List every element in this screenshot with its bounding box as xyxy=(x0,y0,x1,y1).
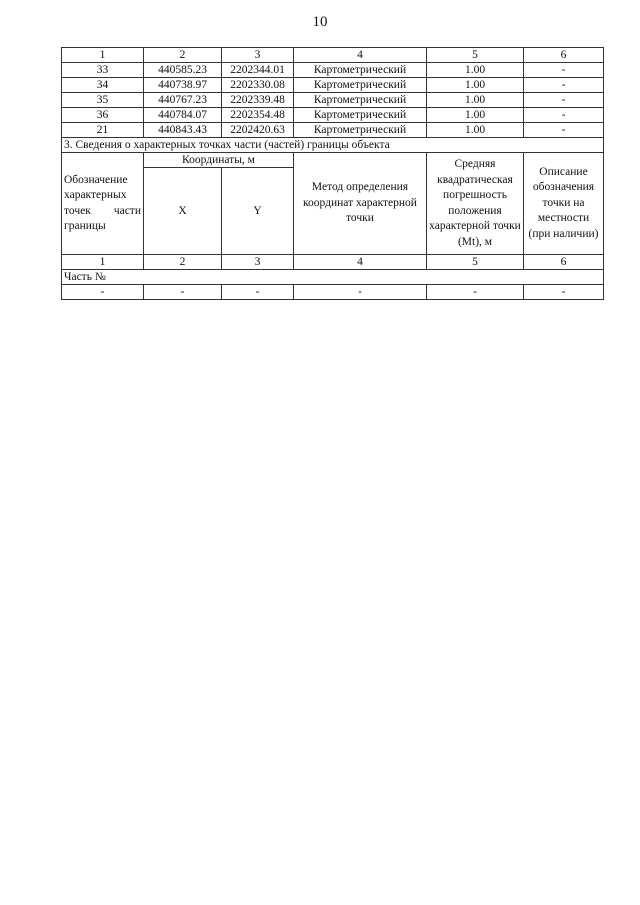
cell: 21 xyxy=(61,122,144,138)
cell: 2 xyxy=(143,47,222,63)
cell: 5 xyxy=(426,47,524,63)
header-x: X xyxy=(143,167,222,255)
cell: 440738.97 xyxy=(143,77,222,93)
cell: 2202339.48 xyxy=(221,92,294,108)
header-coordinates: Координаты, м xyxy=(143,152,294,168)
header-method: Метод определения координат характерной … xyxy=(293,152,427,255)
table-row: 36 440784.07 2202354.48 Картометрический 1.0… xyxy=(61,107,604,123)
cell: - xyxy=(523,62,604,78)
cell: 1.00 xyxy=(426,122,524,138)
header-description: Описание обозначения точки на местности … xyxy=(523,152,604,255)
cell: - xyxy=(61,284,144,300)
cell: 440585.23 xyxy=(143,62,222,78)
cell: 1.00 xyxy=(426,77,524,93)
column-number-row-2: 1 2 3 4 5 6 xyxy=(61,254,604,270)
cell: 440843.43 xyxy=(143,122,222,138)
header-error: Средняя квадратическая погрешность полож… xyxy=(426,152,524,255)
cell: 36 xyxy=(61,107,144,123)
cell: Картометрический xyxy=(293,92,427,108)
cell: 2202344.01 xyxy=(221,62,294,78)
page-number: 10 xyxy=(312,14,328,30)
header-row: Обозначение характерных точек части гран… xyxy=(61,152,604,255)
table-row: 21 440843.43 2202420.63 Картометрический 1.0… xyxy=(61,122,604,138)
cell: 6 xyxy=(523,254,604,270)
part-label: Часть № xyxy=(61,269,604,285)
cell: 1 xyxy=(61,254,144,270)
header-subrow: X Y xyxy=(62,167,604,255)
cell: - xyxy=(523,122,604,138)
cell: 2 xyxy=(143,254,222,270)
cell: 3 xyxy=(221,254,294,270)
cell: - xyxy=(221,284,294,300)
cell: 33 xyxy=(61,62,144,78)
table-row: 33 440585.23 2202344.01 Картометрический 1.0… xyxy=(61,62,604,78)
header-designation: Обозначение характерных точек части гран… xyxy=(61,152,144,255)
cell: 3 xyxy=(221,47,294,63)
cell: - xyxy=(143,284,222,300)
section-title-row: 3. Сведения о характерных точках части (… xyxy=(61,137,604,153)
cell: 440784.07 xyxy=(143,107,222,123)
column-number-row: 1 2 3 4 5 6 xyxy=(61,47,604,63)
cell: - xyxy=(523,284,604,300)
section-title: 3. Сведения о характерных точках части (… xyxy=(61,137,604,153)
cell: 4 xyxy=(293,47,427,63)
cell: 1.00 xyxy=(426,92,524,108)
cell: 2202354.48 xyxy=(221,107,294,123)
cell: 2202330.08 xyxy=(221,77,294,93)
cell: 35 xyxy=(61,92,144,108)
cell: Картометрический xyxy=(293,107,427,123)
cell: Картометрический xyxy=(293,62,427,78)
cell: - xyxy=(523,77,604,93)
cell: 1.00 xyxy=(426,62,524,78)
cell: - xyxy=(523,107,604,123)
cell: - xyxy=(293,284,427,300)
table-row: 34 440738.97 2202330.08 Картометрический 1.0… xyxy=(61,77,604,93)
cell: 1 xyxy=(61,47,144,63)
table-row: 35 440767.23 2202339.48 Картометрический 1.0… xyxy=(61,92,604,108)
cell: 440767.23 xyxy=(143,92,222,108)
cell: - xyxy=(523,92,604,108)
empty-row: - - - - - - xyxy=(61,284,604,300)
cell: 4 xyxy=(293,254,427,270)
cell: 34 xyxy=(61,77,144,93)
cell: 5 xyxy=(426,254,524,270)
cell: 2202420.63 xyxy=(221,122,294,138)
cell: 6 xyxy=(523,47,604,63)
boundary-points-table: 1 2 3 4 5 6 33 440585.23 2202344.01 Картоме… xyxy=(61,47,604,300)
cell: Картометрический xyxy=(293,122,427,138)
cell: - xyxy=(426,284,524,300)
cell: Картометрический xyxy=(293,77,427,93)
cell: 1.00 xyxy=(426,107,524,123)
part-row: Часть № xyxy=(61,269,604,285)
header-y: Y xyxy=(221,167,294,255)
